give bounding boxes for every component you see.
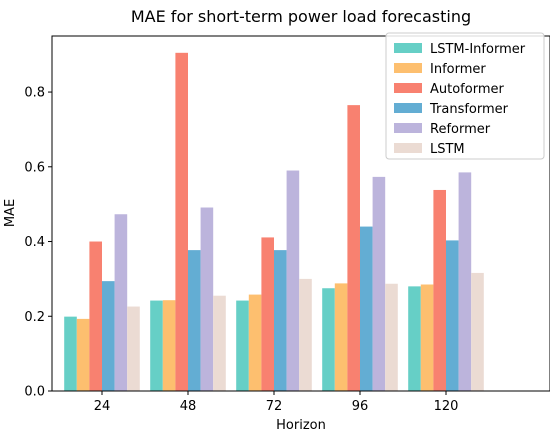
bar-informer-120 <box>420 284 434 391</box>
legend-swatch-transformer <box>394 103 422 113</box>
x-tick-label: 48 <box>180 399 197 414</box>
bar-transformer-24 <box>102 281 115 391</box>
bar-autoformer-48 <box>175 52 188 391</box>
y-tick-label: 0.4 <box>24 235 45 250</box>
x-axis-label: Horizon <box>276 418 326 433</box>
legend-label-reformer: Reformer <box>430 122 491 137</box>
legend-box <box>385 32 545 160</box>
bar-reformer-48 <box>200 207 214 391</box>
legend-swatch-reformer <box>394 123 422 133</box>
legend-label-informer: Informer <box>430 62 486 77</box>
bar-reformer-72 <box>286 170 300 391</box>
bar-transformer-96 <box>360 226 373 391</box>
bar-reformer-96 <box>372 176 386 391</box>
bar-transformer-48 <box>188 250 201 391</box>
x-tick-label: 72 <box>266 399 283 414</box>
bar-lstm-24 <box>127 306 140 391</box>
bar-lstm-informer-24 <box>64 316 77 391</box>
bar-informer-72 <box>248 294 262 391</box>
y-tick-label: 0.2 <box>24 310 45 325</box>
bar-autoformer-120 <box>433 189 446 391</box>
bar-lstm-48 <box>213 295 226 391</box>
x-tick-label: 24 <box>94 399 111 414</box>
plot-frame <box>51 35 550 392</box>
y-tick-label: 0.6 <box>24 160 45 175</box>
legend-label-autoformer: Autoformer <box>430 82 504 97</box>
bars-group <box>64 52 484 391</box>
y-tick-label: 0.0 <box>24 385 45 400</box>
bar-lstm-informer-96 <box>322 288 335 391</box>
x-tick-label: 96 <box>352 399 369 414</box>
y-axis: 0.0 0.2 0.4 0.6 0.8 <box>24 86 52 400</box>
bar-informer-48 <box>162 300 176 391</box>
legend-label-lstm: LSTM <box>430 142 465 157</box>
bar-lstm-informer-72 <box>236 300 249 391</box>
bar-autoformer-72 <box>261 237 274 391</box>
bar-reformer-24 <box>114 214 128 391</box>
legend-swatch-informer <box>394 63 422 73</box>
bar-autoformer-96 <box>347 105 360 391</box>
y-tick-label: 0.8 <box>24 86 45 101</box>
bar-reformer-120 <box>458 172 472 391</box>
chart-title: MAE for short-term power load forecastin… <box>131 7 471 26</box>
bar-lstm-72 <box>299 278 312 391</box>
bar-informer-24 <box>76 318 90 391</box>
x-axis: 24 48 72 96 120 <box>94 391 459 414</box>
legend-swatch-lstm <box>394 143 422 153</box>
legend: LSTM-Informer Informer Autoformer Transform… <box>385 32 545 160</box>
bar-lstm-informer-120 <box>408 286 421 391</box>
bar-transformer-120 <box>446 240 459 391</box>
bar-informer-96 <box>334 283 348 391</box>
bar-lstm-96 <box>385 283 398 391</box>
legend-swatch-lstm-informer <box>394 43 422 53</box>
bar-lstm-informer-48 <box>150 300 163 391</box>
x-tick-label: 120 <box>434 399 459 414</box>
legend-swatch-autoformer <box>394 83 422 93</box>
y-axis-label: MAE <box>3 199 18 227</box>
legend-label-lstm-informer: LSTM-Informer <box>430 42 526 57</box>
bar-autoformer-24 <box>89 241 102 391</box>
legend-label-transformer: Transformer <box>429 102 509 117</box>
bar-lstm-120 <box>471 272 484 391</box>
bar-transformer-72 <box>274 250 287 391</box>
